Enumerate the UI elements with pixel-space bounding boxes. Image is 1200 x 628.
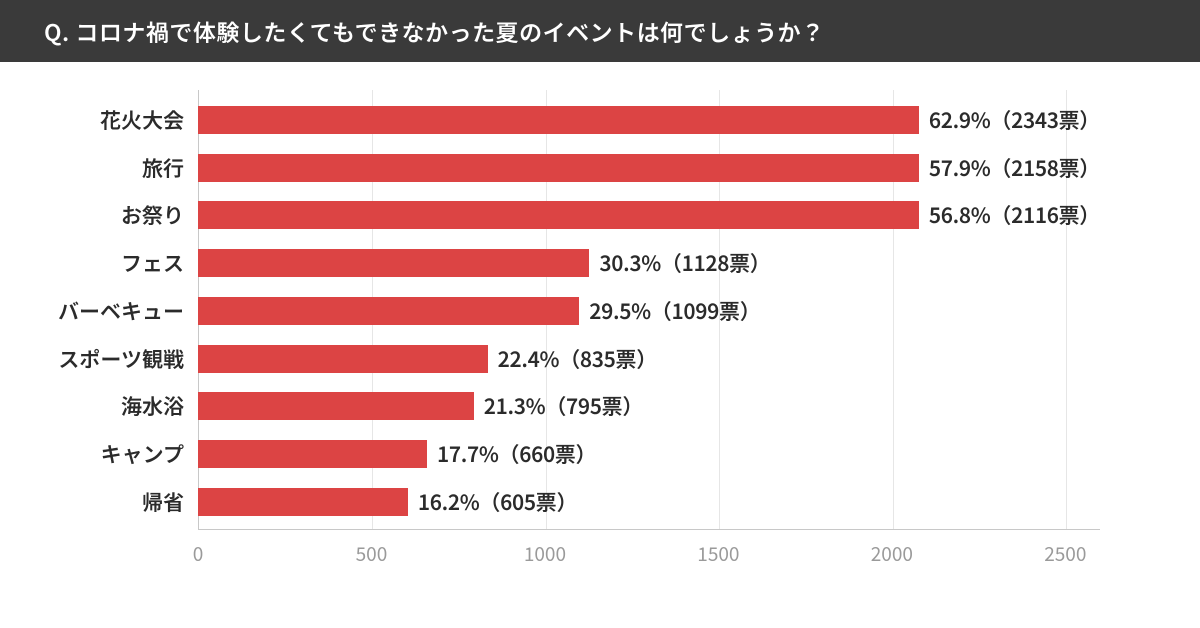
bar-row: バーベキュー29.5%（1099票） [198, 294, 1100, 328]
x-tick-label: 1500 [697, 540, 739, 567]
category-label: スポーツ観戦 [58, 344, 184, 374]
x-tick-label: 0 [193, 540, 204, 567]
bar-row: お祭り56.8%（2116票） [198, 198, 1100, 232]
bar [198, 249, 589, 277]
bar-row: 花火大会62.9%（2343票） [198, 103, 1100, 137]
category-label: フェス [121, 248, 184, 278]
value-label: 16.2%（605票） [418, 487, 577, 517]
bar [198, 201, 919, 229]
value-label: 62.9%（2343票） [929, 105, 1100, 135]
value-label: 56.8%（2116票） [929, 200, 1100, 230]
bar-row: スポーツ観戦22.4%（835票） [198, 342, 1100, 376]
x-tick-label: 2000 [871, 540, 913, 567]
value-label: 17.7%（660票） [437, 439, 596, 469]
bar-row: 帰省16.2%（605票） [198, 485, 1100, 519]
value-label: 30.3%（1128票） [599, 248, 770, 278]
category-label: 花火大会 [100, 105, 184, 135]
value-label: 21.3%（795票） [484, 391, 643, 421]
bar [198, 345, 488, 373]
x-tick-label: 2500 [1044, 540, 1086, 567]
bar [198, 106, 919, 134]
chart-container: 花火大会62.9%（2343票）旅行57.9%（2158票）お祭り56.8%（2… [0, 62, 1200, 568]
question-header: Q. コロナ禍で体験したくてもできなかった夏のイベントは何でしょうか？ [0, 0, 1200, 62]
bar-rows: 花火大会62.9%（2343票） 旅行57.9%（2158票） お祭り56.8%（2… [198, 90, 1100, 530]
plot-area: 花火大会62.9%（2343票） 旅行57.9%（2158票） お祭り56.8%（2… [198, 90, 1100, 568]
category-label: 旅行 [142, 153, 184, 183]
bar-row: 海水浴21.3%（795票） [198, 389, 1100, 423]
bar [198, 154, 919, 182]
category-label: バーベキュー [58, 296, 184, 326]
x-tick-label: 1000 [524, 540, 566, 567]
category-label: キャンプ [101, 439, 184, 469]
value-label: 22.4%（835票） [498, 344, 657, 374]
bar [198, 440, 427, 468]
bar-row: フェス30.3%（1128票） [198, 246, 1100, 280]
bar-row: 旅行57.9%（2158票） [198, 151, 1100, 185]
value-label: 57.9%（2158票） [929, 153, 1100, 183]
bar [198, 488, 408, 516]
x-tick-label: 500 [356, 540, 388, 567]
question-title: Q. コロナ禍で体験したくてもできなかった夏のイベントは何でしょうか？ [44, 14, 825, 48]
x-axis: 05001000150020002500 [198, 530, 1100, 568]
category-label: 海水浴 [121, 391, 184, 421]
bar [198, 297, 579, 325]
bar-row: キャンプ17.7%（660票） [198, 437, 1100, 471]
category-label: 帰省 [142, 487, 184, 517]
bar [198, 392, 474, 420]
value-label: 29.5%（1099票） [589, 296, 760, 326]
category-label: お祭り [121, 200, 184, 230]
